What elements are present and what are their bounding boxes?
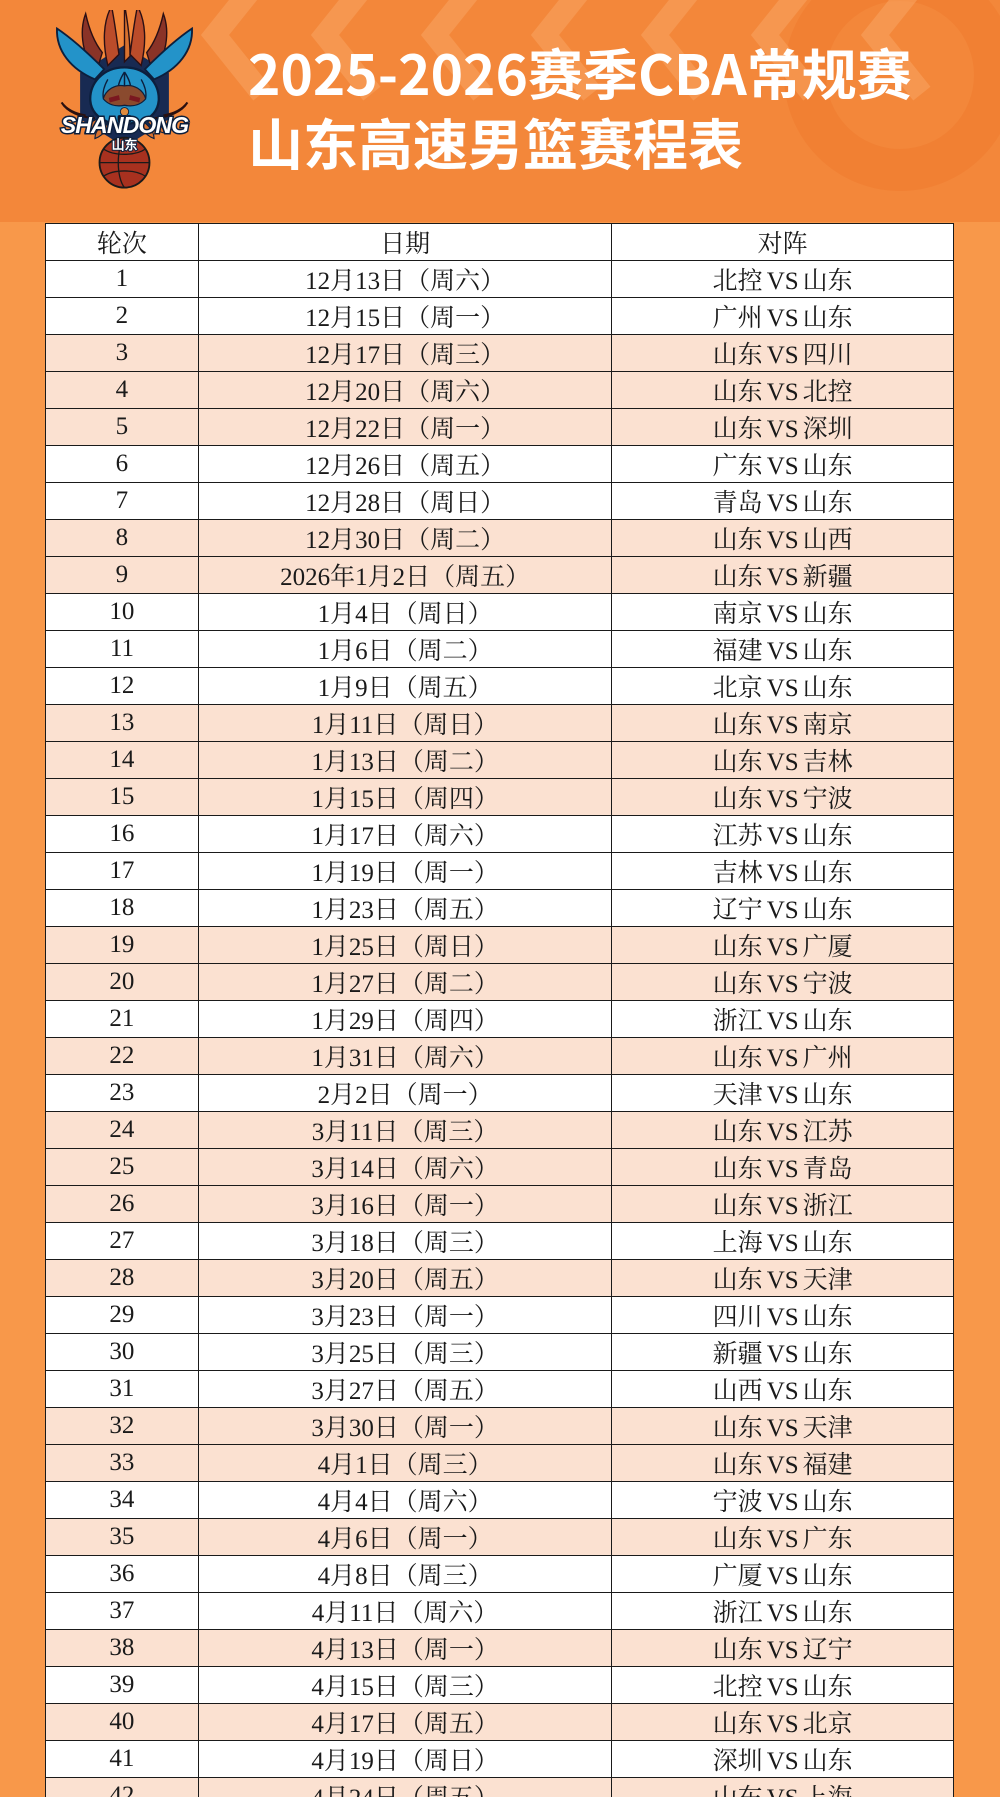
svg-text:SHANDONG: SHANDONG <box>61 112 189 138</box>
svg-text:山东: 山东 <box>112 138 138 153</box>
